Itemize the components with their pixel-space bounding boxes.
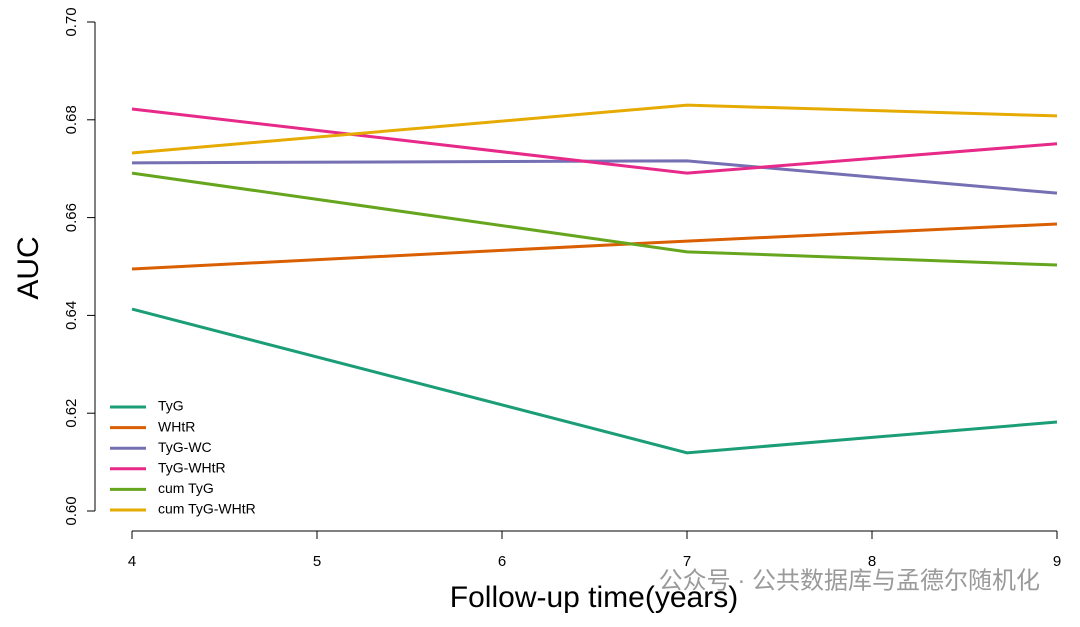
y-tick-label: 0.62	[63, 399, 80, 428]
legend-label: cum TyG-WHtR	[158, 501, 256, 517]
watermark: 公众号 · 公共数据库与孟德尔随机化	[659, 567, 1040, 594]
legend-label: TyG-WHtR	[158, 460, 226, 476]
x-tick-label: 6	[498, 553, 506, 570]
x-tick-label: 4	[128, 553, 136, 570]
series-line	[131, 307, 1058, 455]
x-tick-label: 5	[313, 553, 321, 570]
legend-label: TyG	[158, 398, 184, 414]
legend-label: WHtR	[158, 418, 195, 434]
series-line	[131, 159, 1058, 195]
y-axis-label: AUC	[12, 236, 45, 299]
x-axis-label: Follow-up time(years)	[450, 581, 738, 614]
x-tick-label: 8	[868, 553, 876, 570]
y-tick-label: 0.70	[63, 7, 80, 36]
series-line	[131, 222, 1058, 271]
y-tick-label: 0.60	[63, 496, 80, 525]
series-line	[131, 103, 1058, 155]
x-tick-label: 9	[1053, 553, 1061, 570]
y-tick-label: 0.68	[63, 105, 80, 134]
legend-label: cum TyG	[158, 480, 214, 496]
series-line	[131, 107, 1058, 175]
y-tick-label: 0.66	[63, 203, 80, 232]
x-tick-label: 7	[683, 553, 691, 570]
legend-label: TyG-WC	[158, 439, 212, 455]
series-line	[131, 171, 1058, 267]
y-tick-label: 0.64	[63, 301, 80, 330]
